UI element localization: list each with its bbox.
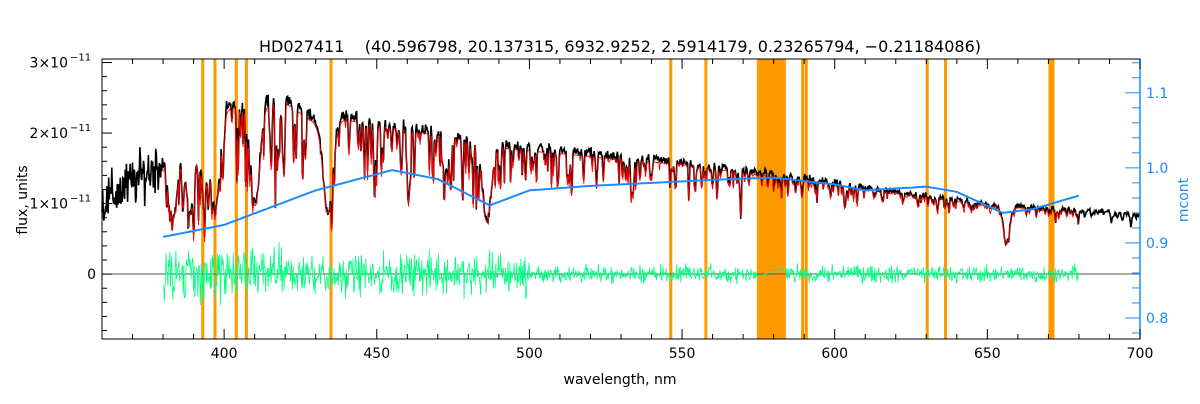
- masked-band: [804, 59, 808, 339]
- y-tick-label: 3×10: [30, 56, 68, 72]
- y2-tick-label: 0.8: [1146, 311, 1168, 327]
- masked-band: [244, 59, 248, 339]
- observed-flux-line: [101, 94, 1141, 247]
- residual-line: [163, 241, 1079, 306]
- masked-band: [329, 59, 333, 339]
- x-tick-label: 500: [516, 346, 543, 362]
- y-tick-exponent: −11: [70, 53, 91, 64]
- y-tick-label: 0: [87, 267, 96, 283]
- y-tick-label: 1×10: [30, 197, 68, 213]
- model-flux-line: [163, 103, 1079, 246]
- x-tick-label: 450: [363, 346, 390, 362]
- x-tick-label: 550: [669, 346, 696, 362]
- y2-axis-label: mcont: [1176, 177, 1192, 222]
- y2-tick-label: 1.1: [1146, 86, 1168, 102]
- series-group: [101, 94, 1141, 306]
- masked-band: [801, 59, 805, 339]
- x-tick-label: 400: [211, 346, 238, 362]
- plot-frame: [101, 58, 1141, 340]
- x-tick-label: 700: [1127, 346, 1154, 362]
- y-tick-label: 2×10: [30, 126, 68, 142]
- x-tick-label: 650: [974, 346, 1001, 362]
- y-tick-exponent: −11: [70, 194, 91, 205]
- masked-band: [944, 59, 948, 339]
- masked-band: [704, 59, 708, 339]
- y2-tick-label: 0.9: [1146, 236, 1168, 252]
- masked-band: [756, 59, 786, 339]
- chart-title: HD027411 (40.596798, 20.137315, 6932.925…: [259, 37, 981, 56]
- masked-band: [234, 59, 238, 339]
- masked-band: [1048, 59, 1055, 339]
- y-tick-exponent: −11: [70, 123, 91, 134]
- x-tick-label: 600: [821, 346, 848, 362]
- masked-band: [669, 59, 673, 339]
- y2-tick-label: 1.0: [1146, 161, 1168, 177]
- y-axis-label: flux, units: [15, 165, 31, 234]
- masked-band: [213, 59, 217, 339]
- mcont-line: [162, 169, 1080, 238]
- x-axis-label: wavelength, nm: [564, 372, 677, 388]
